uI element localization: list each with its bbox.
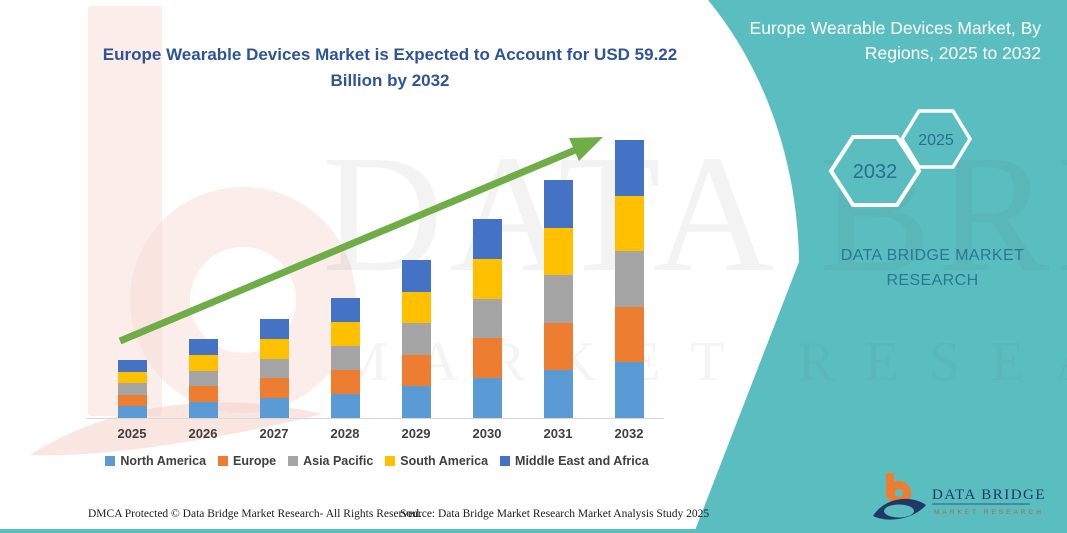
bar-segment-asia-pacific <box>543 275 573 323</box>
logo-b-stem <box>886 473 894 498</box>
bar-segment-europe <box>188 386 218 403</box>
footer-dmca-text: DMCA Protected © Data Bridge Market Rese… <box>88 508 422 520</box>
stacked-bar-2031 <box>543 180 573 418</box>
bar-segment-south-america <box>330 322 360 346</box>
bar-segment-asia-pacific <box>188 370 218 387</box>
bar-column-2028: 2028 <box>315 128 375 441</box>
bar-segment-south-america <box>472 258 502 299</box>
bar-segment-asia-pacific <box>472 298 502 339</box>
bar-segment-middle-east-and-africa <box>117 360 147 372</box>
stacked-bar-2029 <box>401 260 431 418</box>
bar-segment-middle-east-and-africa <box>543 180 573 228</box>
legend-swatch <box>500 456 511 466</box>
x-axis-label-2025: 2025 <box>117 426 147 441</box>
bar-column-2029: 2029 <box>386 128 446 441</box>
legend-item-europe: Europe <box>218 454 276 468</box>
legend-item-middle-east-and-africa: Middle East and Africa <box>500 454 649 468</box>
bar-segment-north-america <box>117 406 147 418</box>
legend-item-north-america: North America <box>105 454 206 468</box>
stacked-bar-2028 <box>330 298 360 418</box>
x-axis-label-2031: 2031 <box>543 426 573 441</box>
dbmr-brand-text: DATA BRIDGE MARKET RESEARCH <box>840 247 1025 289</box>
bar-segment-south-america <box>188 354 218 371</box>
bar-segment-europe <box>259 378 289 399</box>
footer-source-text: Source: Data Bridge Market Research Mark… <box>400 508 710 520</box>
bar-segment-south-america <box>117 371 147 384</box>
legend-swatch <box>105 456 116 466</box>
x-axis-line <box>86 418 664 419</box>
x-axis-label-2032: 2032 <box>614 426 644 441</box>
bar-segment-middle-east-and-africa <box>401 260 431 292</box>
bar-segment-asia-pacific <box>401 323 431 355</box>
bar-segment-europe <box>401 354 431 387</box>
bar-column-2025: 2025 <box>102 128 162 441</box>
bottom-accent-strip <box>0 529 1067 533</box>
bar-column-2030: 2030 <box>457 128 517 441</box>
bar-segment-north-america <box>472 378 502 418</box>
legend-swatch <box>385 456 396 466</box>
side-panel-heading: Europe Wearable Devices Market, By Regio… <box>749 18 1041 63</box>
bar-segment-south-america <box>259 338 289 359</box>
bar-segment-north-america <box>188 402 218 418</box>
stacked-bar-2030 <box>472 219 502 418</box>
logo-subtitle: MARKET RESEARCH <box>934 509 1044 516</box>
logo-b-bowl <box>887 481 911 505</box>
x-axis-label-2030: 2030 <box>472 426 502 441</box>
bar-chart-plot-area: 2025 2026 2027 2028 2029 2030 2031 2032 <box>86 128 664 458</box>
legend-item-south-america: South America <box>385 454 488 468</box>
stacked-bar-2026 <box>188 339 218 418</box>
bar-segment-europe <box>543 322 573 371</box>
bar-segment-north-america <box>330 394 360 418</box>
bar-segment-middle-east-and-africa <box>614 140 644 196</box>
logo-d-swoosh <box>873 498 926 520</box>
legend-swatch <box>288 456 299 466</box>
legend-item-asia-pacific: Asia Pacific <box>288 454 373 468</box>
chart-legend: North America Europe Asia Pacific South Ame… <box>88 454 666 468</box>
bar-segment-north-america <box>543 370 573 418</box>
bar-segment-north-america <box>401 386 431 418</box>
bar-segment-asia-pacific <box>614 251 644 307</box>
bar-segment-europe <box>472 338 502 379</box>
bar-segment-europe <box>614 306 644 363</box>
bar-segment-south-america <box>401 291 431 324</box>
bar-segment-north-america <box>259 398 289 418</box>
bar-segment-asia-pacific <box>330 346 360 370</box>
x-axis-label-2029: 2029 <box>401 426 431 441</box>
legend-label: Middle East and Africa <box>515 454 649 468</box>
bar-column-2032: 2032 <box>599 128 659 441</box>
x-axis-label-2026: 2026 <box>188 426 218 441</box>
legend-label: Europe <box>233 454 277 468</box>
legend-label: North America <box>120 454 207 468</box>
bar-segment-south-america <box>614 195 644 252</box>
stacked-bar-2025 <box>117 360 147 418</box>
x-axis-label-2027: 2027 <box>259 426 289 441</box>
bar-segment-asia-pacific <box>117 383 147 395</box>
bar-segment-europe <box>330 370 360 394</box>
bar-segment-middle-east-and-africa <box>188 339 218 355</box>
legend-label: Asia Pacific <box>303 454 374 468</box>
legend-label: South America <box>400 454 489 468</box>
bar-segment-europe <box>117 394 147 407</box>
bar-segment-asia-pacific <box>259 358 289 379</box>
bar-segment-middle-east-and-africa <box>472 219 502 259</box>
stacked-bar-2032 <box>614 140 644 418</box>
legend-swatch <box>218 456 229 466</box>
bar-column-2026: 2026 <box>173 128 233 441</box>
bar-segment-south-america <box>543 227 573 276</box>
stacked-bar-2027 <box>259 319 289 418</box>
bar-column-2031: 2031 <box>528 128 588 441</box>
bar-column-2027: 2027 <box>244 128 304 441</box>
bar-segment-middle-east-and-africa <box>330 298 360 322</box>
logo-wordmark: DATA BRIDGE <box>932 487 1046 503</box>
bar-segment-middle-east-and-africa <box>259 319 289 339</box>
bar-segment-north-america <box>614 362 644 418</box>
chart-title: Europe Wearable Devices Market is Expect… <box>102 45 678 90</box>
x-axis-label-2028: 2028 <box>330 426 360 441</box>
